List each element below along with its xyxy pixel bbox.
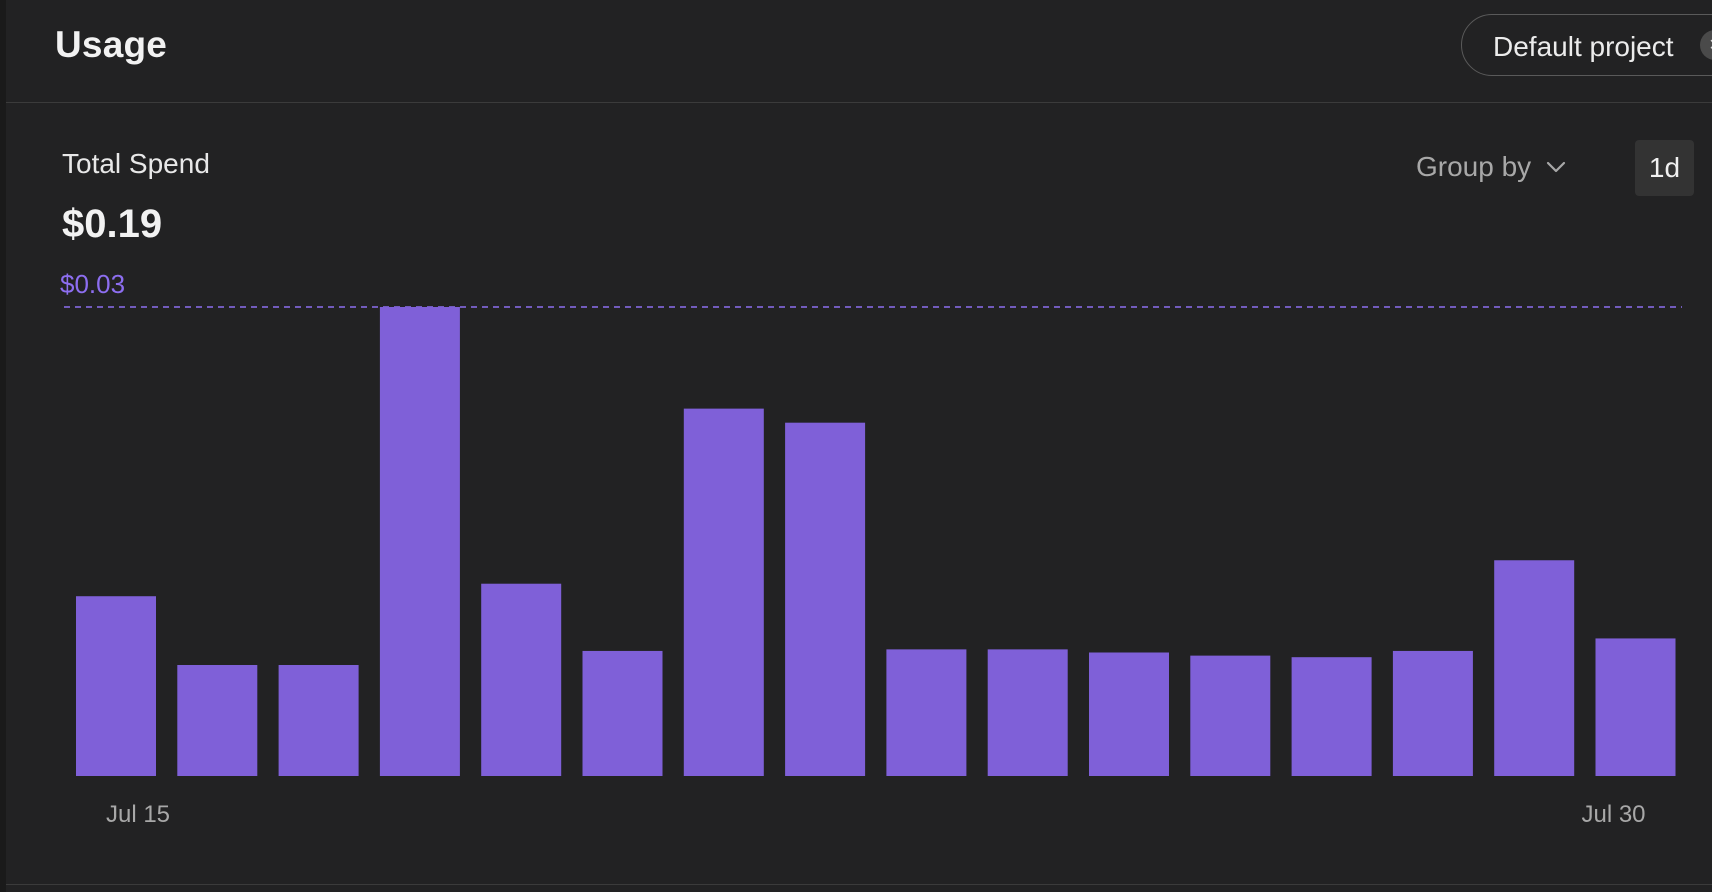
page-header: Usage Default project × xyxy=(6,0,1712,103)
project-filter-pill[interactable]: Default project × xyxy=(1461,14,1712,76)
reference-line-label: $0.03 xyxy=(60,269,125,299)
bar-jul-17[interactable] xyxy=(278,665,359,776)
sidebar-edge xyxy=(0,0,6,892)
bar-jul-22[interactable] xyxy=(785,422,866,776)
bar-jul-29[interactable] xyxy=(1494,560,1575,776)
bar-jul-15[interactable] xyxy=(76,596,156,776)
close-icon[interactable]: × xyxy=(1700,30,1712,60)
project-filter-label: Default project xyxy=(1493,31,1674,62)
bar-jul-23[interactable] xyxy=(886,649,967,776)
bar-jul-19[interactable] xyxy=(481,583,562,776)
bar-jul-27[interactable] xyxy=(1291,657,1372,776)
bar-jul-21[interactable] xyxy=(683,408,764,776)
bar-jul-20[interactable] xyxy=(582,650,663,776)
bar-jul-25[interactable] xyxy=(1089,652,1169,776)
bar-jul-26[interactable] xyxy=(1190,655,1271,776)
period-1d-button[interactable]: 1d xyxy=(1635,140,1694,196)
total-spend-value: $0.19 xyxy=(62,202,163,246)
bar-jul-30[interactable] xyxy=(1595,638,1676,776)
bar-jul-28[interactable] xyxy=(1392,650,1473,776)
chevron-down-icon xyxy=(1547,161,1566,173)
group-by-dropdown[interactable]: Group by xyxy=(1416,151,1567,183)
bar-jul-24[interactable] xyxy=(987,649,1068,776)
bar-jul-18[interactable] xyxy=(379,307,460,776)
x-tick-label: Jul 15 xyxy=(106,801,170,828)
x-tick-label: Jul 30 xyxy=(1581,801,1645,828)
group-by-label: Group by xyxy=(1416,151,1532,182)
page-title: Usage xyxy=(55,24,168,65)
divider xyxy=(6,884,1712,885)
bar-jul-16[interactable] xyxy=(177,665,258,776)
total-spend-title: Total Spend xyxy=(62,148,210,179)
